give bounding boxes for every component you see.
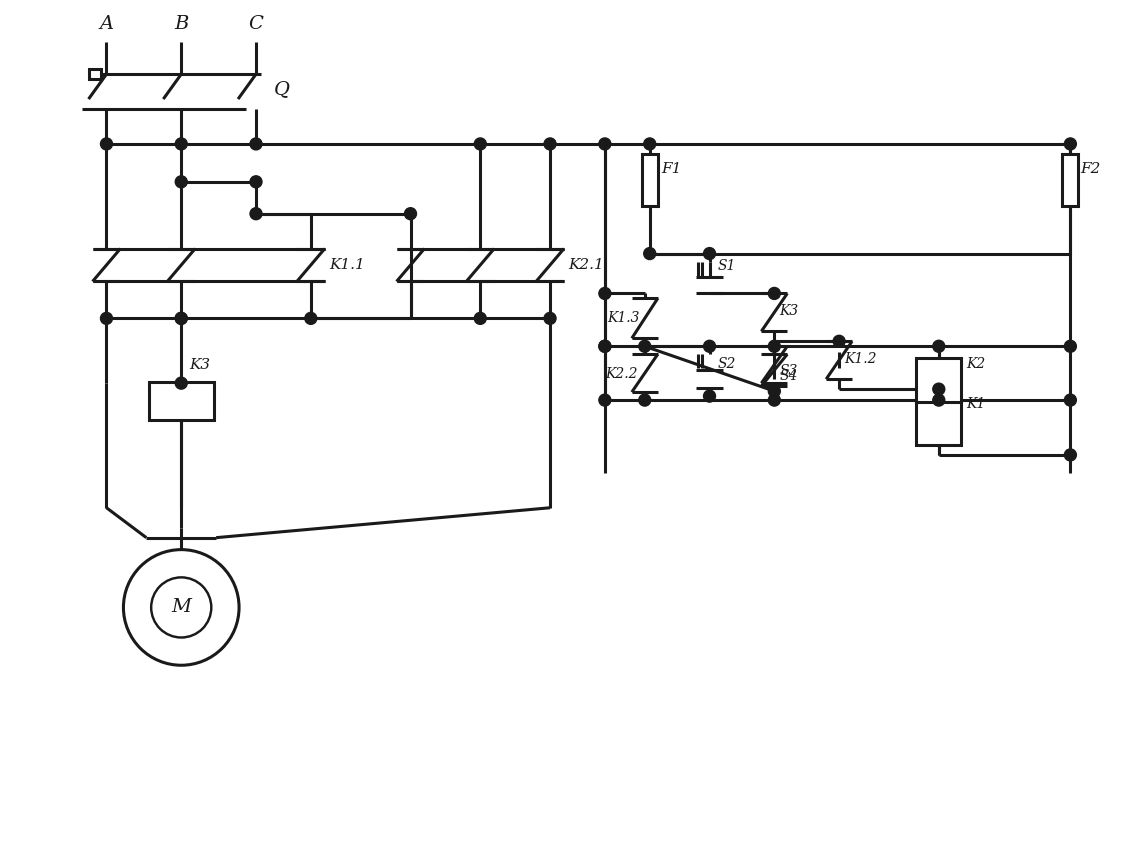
Circle shape xyxy=(703,248,716,260)
Bar xyxy=(916,401,961,445)
Text: S2: S2 xyxy=(717,357,736,371)
Text: C: C xyxy=(249,16,264,34)
Text: K1: K1 xyxy=(967,397,986,411)
Circle shape xyxy=(768,287,780,299)
Circle shape xyxy=(1064,340,1077,352)
Circle shape xyxy=(474,138,486,150)
Text: K3: K3 xyxy=(779,305,798,318)
Text: F1: F1 xyxy=(662,162,682,176)
Circle shape xyxy=(544,312,556,324)
Circle shape xyxy=(639,394,650,406)
Circle shape xyxy=(933,383,944,395)
Circle shape xyxy=(644,138,656,150)
Text: K2: K2 xyxy=(967,357,986,371)
Circle shape xyxy=(101,312,112,324)
Bar xyxy=(641,154,658,205)
Circle shape xyxy=(175,377,188,389)
Circle shape xyxy=(599,394,611,406)
Circle shape xyxy=(639,340,650,352)
Circle shape xyxy=(250,208,262,220)
Text: K2.2: K2.2 xyxy=(605,367,638,381)
Bar xyxy=(149,381,214,419)
Circle shape xyxy=(1064,449,1077,461)
Circle shape xyxy=(405,208,416,220)
Circle shape xyxy=(599,287,611,299)
Bar xyxy=(88,69,101,79)
Circle shape xyxy=(544,138,556,150)
Circle shape xyxy=(933,394,944,406)
Text: M: M xyxy=(171,598,191,616)
Text: K1.3: K1.3 xyxy=(607,312,639,325)
Circle shape xyxy=(599,340,611,352)
Text: S4: S4 xyxy=(779,369,797,383)
Circle shape xyxy=(703,340,716,352)
Text: Q: Q xyxy=(274,80,290,98)
Circle shape xyxy=(474,312,486,324)
Circle shape xyxy=(933,340,944,352)
Text: K2.1: K2.1 xyxy=(568,258,604,272)
Circle shape xyxy=(768,340,780,352)
Circle shape xyxy=(250,176,262,188)
Text: S3: S3 xyxy=(779,364,797,378)
Circle shape xyxy=(834,336,845,347)
Text: K1.1: K1.1 xyxy=(329,258,364,272)
Circle shape xyxy=(175,176,188,188)
Circle shape xyxy=(1064,394,1077,406)
Circle shape xyxy=(599,340,611,352)
Bar xyxy=(916,358,961,402)
Text: F2: F2 xyxy=(1080,162,1100,176)
Circle shape xyxy=(305,312,317,324)
Circle shape xyxy=(250,138,262,150)
Circle shape xyxy=(101,138,112,150)
Text: A: A xyxy=(100,16,113,34)
Circle shape xyxy=(644,248,656,260)
Text: B: B xyxy=(174,16,189,34)
Text: K1.2: K1.2 xyxy=(844,352,877,366)
Circle shape xyxy=(175,312,188,324)
Text: S1: S1 xyxy=(717,259,736,273)
Circle shape xyxy=(599,138,611,150)
Circle shape xyxy=(1064,138,1077,150)
Circle shape xyxy=(175,312,188,324)
Text: K3: K3 xyxy=(189,358,210,372)
Circle shape xyxy=(768,394,780,406)
Bar xyxy=(1062,154,1078,205)
Circle shape xyxy=(175,138,188,150)
Circle shape xyxy=(703,390,716,402)
Circle shape xyxy=(768,385,780,397)
